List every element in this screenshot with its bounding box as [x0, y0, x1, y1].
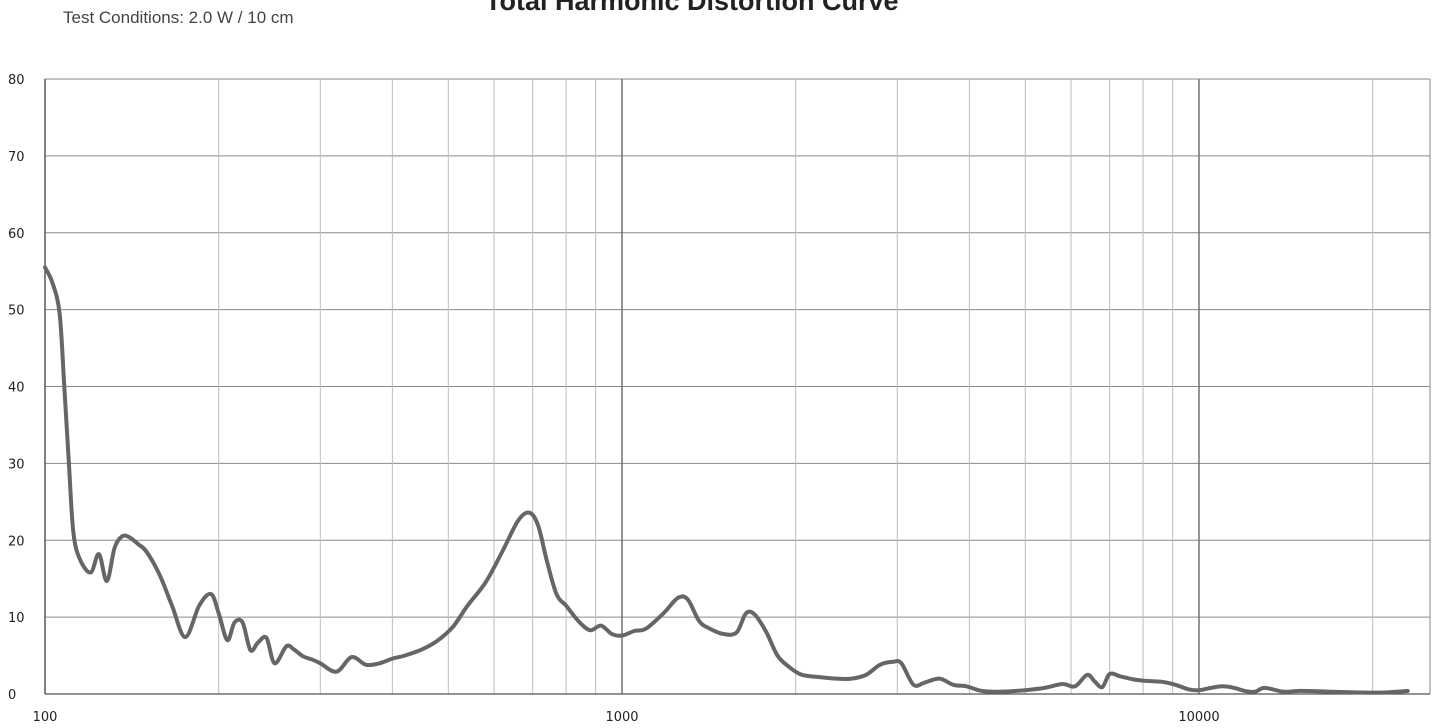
y-tick-label: 50 — [8, 304, 25, 319]
x-tick-label: 10000 — [1178, 710, 1219, 725]
chart-title: Total Harmonic Distortion Curve — [485, 0, 899, 16]
thd-series-line — [43, 265, 1410, 695]
y-tick-label: 60 — [8, 227, 25, 242]
y-tick-labels: 0 10 20 30 40 50 60 70 80 — [8, 73, 25, 703]
y-tick-label: 0 — [8, 688, 16, 703]
y-tick-label: 10 — [8, 611, 25, 626]
x-tick-label: 1000 — [605, 710, 638, 725]
grid-lines — [44, 78, 1431, 695]
x-tick-labels: 100 1000 10000 — [33, 710, 1220, 725]
x-tick-label: 100 — [33, 710, 58, 725]
y-tick-label: 30 — [8, 457, 25, 472]
y-tick-label: 80 — [8, 73, 25, 88]
y-tick-label: 40 — [8, 381, 25, 396]
y-tick-label: 70 — [8, 150, 25, 165]
y-tick-label: 20 — [8, 534, 25, 549]
test-conditions-label: Test Conditions: 2.0 W / 10 cm — [63, 8, 294, 27]
